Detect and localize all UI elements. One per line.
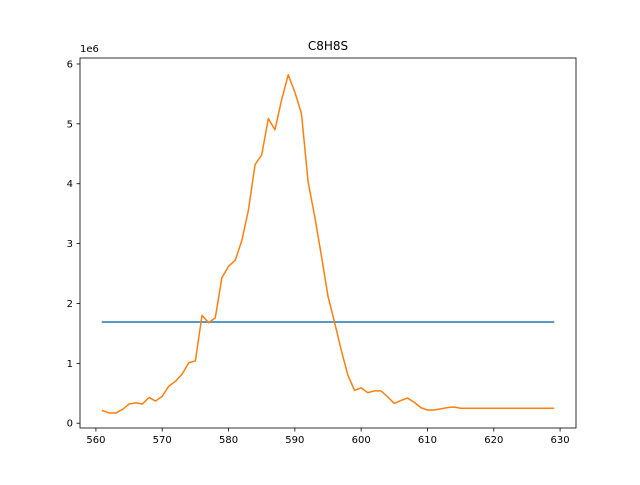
x-tick-label: 590: [285, 435, 304, 446]
x-tick-label: 600: [352, 435, 371, 446]
x-tick-label: 560: [86, 435, 105, 446]
y-axis-ticks: 0 1 2 3 4 5 6: [67, 59, 80, 430]
x-tick-label: 620: [484, 435, 503, 446]
series-line-2: [101, 74, 555, 414]
x-tick-label: 610: [418, 435, 437, 446]
y-offset-label: 1e6: [80, 44, 99, 55]
y-tick-label: 5: [67, 119, 73, 130]
plot-frame: [79, 57, 577, 429]
y-tick-label: 1: [67, 359, 73, 370]
y-tick-label: 4: [67, 179, 73, 190]
x-tick-label: 580: [219, 435, 238, 446]
plot-area: [80, 58, 576, 428]
y-tick-label: 6: [67, 59, 73, 70]
y-tick-label: 3: [67, 239, 73, 250]
x-tick-label: 570: [153, 435, 172, 446]
chart-title: C8H8S: [308, 39, 348, 53]
x-tick-label: 630: [551, 435, 570, 446]
series-layer: [101, 74, 555, 414]
y-tick-label: 2: [67, 299, 73, 310]
y-tick-label: 0: [67, 419, 73, 430]
x-axis-ticks: 560 570 580 590 600 610 620 630: [86, 428, 570, 446]
